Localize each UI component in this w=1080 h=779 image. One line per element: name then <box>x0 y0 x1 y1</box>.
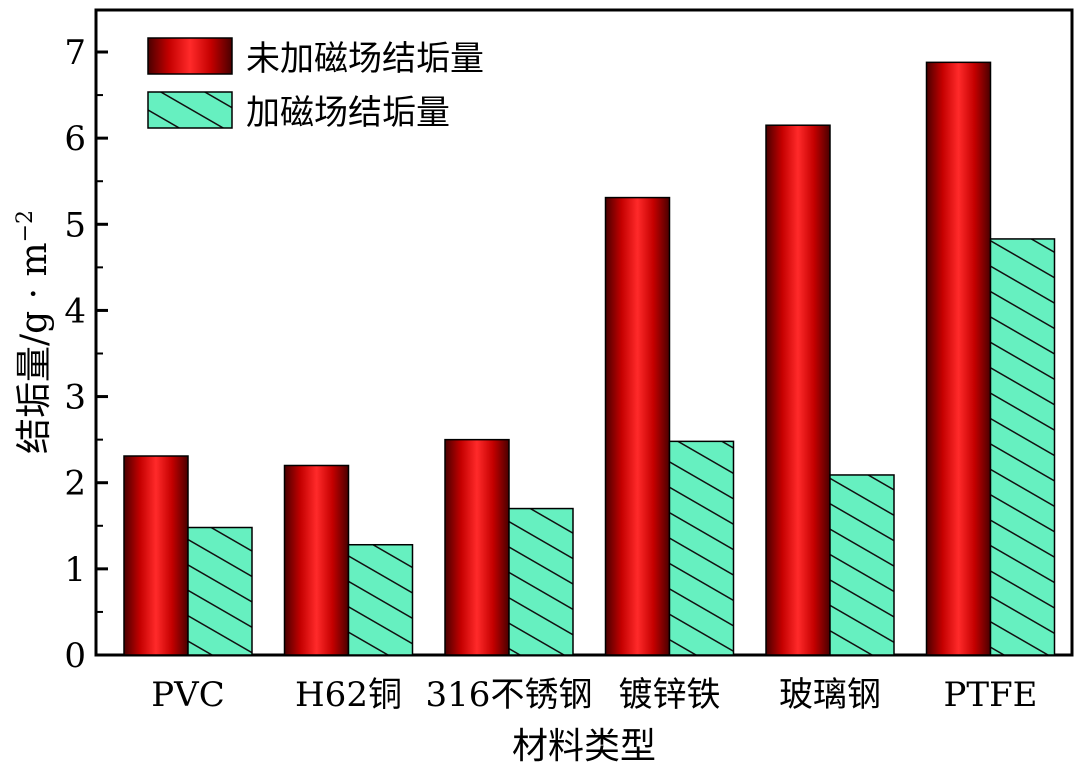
x-axis-title: 材料类型 <box>512 726 656 767</box>
y-tick-label: 0 <box>64 636 86 676</box>
bar-unmagnetized <box>444 438 510 656</box>
bar-magnetized <box>989 238 1056 656</box>
y-tick-label: 6 <box>64 119 86 159</box>
y-tick-label: 3 <box>64 378 86 418</box>
y-tick-label: 2 <box>64 464 86 504</box>
y-axis: 0 1 2 3 4 5 6 7 <box>64 33 108 676</box>
bar-unmagnetized <box>283 464 350 656</box>
y-tick-label: 5 <box>64 205 86 245</box>
legend-swatch-unmagnetized <box>147 37 233 75</box>
bar-magnetized <box>668 440 735 656</box>
y-axis-unit-superscript: −2 <box>13 210 38 242</box>
bars <box>123 61 1056 656</box>
legend-label-unmagnetized: 未加磁场结垢量 <box>246 39 484 79</box>
x-category-label: PTFE <box>944 675 1038 715</box>
bar-magnetized <box>187 526 253 656</box>
legend-label-magnetized: 加磁场结垢量 <box>246 93 450 133</box>
y-axis-title: 结垢量/g · m <box>14 242 55 454</box>
bar-magnetized <box>347 543 414 656</box>
legend-swatch-magnetized <box>147 91 233 129</box>
x-category-label: 玻璃钢 <box>779 675 881 715</box>
y-tick-label: 7 <box>64 33 86 73</box>
y-axis-title-group: 结垢量/g · m−2 <box>13 210 55 454</box>
legend: 未加磁场结垢量 加磁场结垢量 <box>147 37 484 133</box>
x-category-label: H62铜 <box>295 675 402 715</box>
x-category-label: PVC <box>151 675 224 715</box>
bar-magnetized <box>508 507 574 656</box>
bar-unmagnetized <box>604 196 671 656</box>
svg-text:结垢量/g · m−2: 结垢量/g · m−2 <box>13 210 55 454</box>
y-tick-label: 1 <box>64 550 86 590</box>
x-category-label: 镀锌铁 <box>619 675 721 715</box>
y-tick-label: 4 <box>64 291 86 331</box>
bar-unmagnetized <box>765 124 831 656</box>
bar-unmagnetized <box>925 61 992 656</box>
bar-unmagnetized <box>123 455 189 656</box>
plot-frame <box>94 8 1074 657</box>
x-category-label: 316不锈钢 <box>426 675 593 715</box>
x-axis: PVC H62铜 316不锈钢 镀锌铁 玻璃钢 PTFE <box>151 675 1037 715</box>
bar-magnetized <box>829 474 895 656</box>
